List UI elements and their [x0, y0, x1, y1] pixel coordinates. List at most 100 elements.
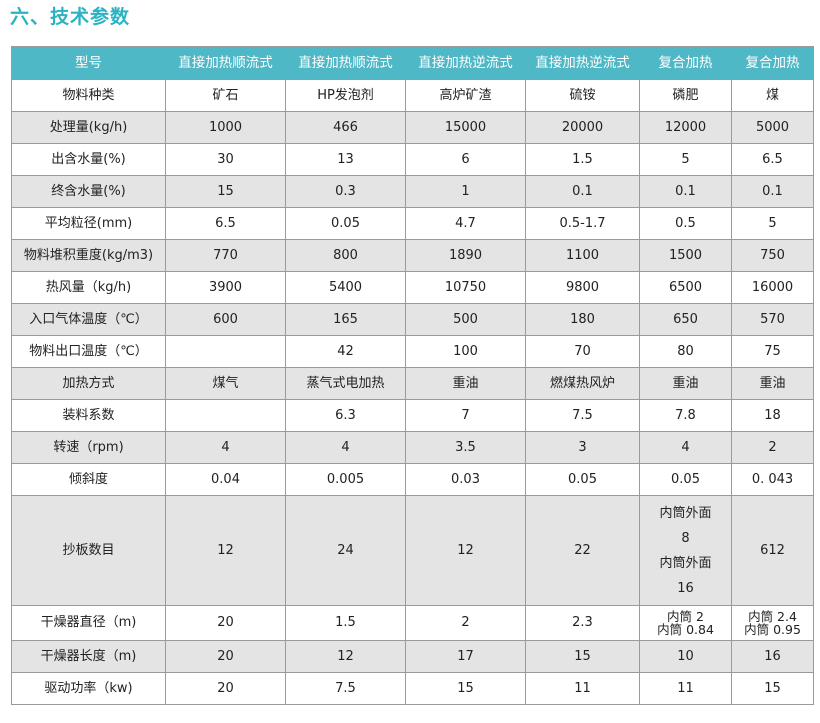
table-cell: 磷肥	[639, 79, 732, 112]
table-cell: 2.3	[525, 605, 640, 641]
table-cell: 1	[405, 175, 526, 208]
table-row: 抄板数目 12 24 12 22 内筒外面 8 内筒外面 16 612	[11, 495, 814, 606]
cell-line: 内筒外面	[659, 505, 712, 521]
table-cell: 0.05	[285, 207, 406, 240]
table-cell: 0.5-1.7	[525, 207, 640, 240]
table-cell: 20000	[525, 111, 640, 144]
table-cell: 1.5	[285, 605, 406, 641]
table-row: 转速（rpm) 4 4 3.5 3 4 2	[11, 431, 814, 464]
table-row: 平均粒径(mm) 6.5 0.05 4.7 0.5-1.7 0.5 5	[11, 207, 814, 240]
table-row: 物料堆积重度(kg/m3) 770 800 1890 1100 1500 750	[11, 239, 814, 272]
table-cell: 3.5	[405, 431, 526, 464]
row-label: 干燥器长度（m)	[11, 640, 166, 673]
row-label: 入口气体温度（℃）	[11, 303, 166, 336]
table-cell: 24	[285, 495, 406, 606]
table-cell: 165	[285, 303, 406, 336]
row-label: 抄板数目	[11, 495, 166, 606]
table-cell: 0.3	[285, 175, 406, 208]
table-cell: 75	[731, 335, 814, 368]
row-label: 处理量(kg/h)	[11, 111, 166, 144]
table-cell: 7	[405, 399, 526, 432]
table-cell: 1100	[525, 239, 640, 272]
column-header: 直接加热顺流式	[285, 46, 406, 80]
table-cell: 770	[165, 239, 286, 272]
table-row: 倾斜度 0.04 0.005 0.03 0.05 0.05 0. 043	[11, 463, 814, 496]
table-cell: 煤气	[165, 367, 286, 400]
table-row: 物料出口温度（℃） 42 100 70 80 75	[11, 335, 814, 368]
table-cell: 12	[285, 640, 406, 673]
table-cell: 80	[639, 335, 732, 368]
table-cell: 42	[285, 335, 406, 368]
row-label: 热风量（kg/h)	[11, 271, 166, 304]
table-cell: 20	[165, 605, 286, 641]
cell-line: 内筒 0.95	[744, 622, 801, 637]
table-cell: 3	[525, 431, 640, 464]
table-cell: 1890	[405, 239, 526, 272]
table-row: 驱动功率（kw) 20 7.5 15 11 11 15	[11, 672, 814, 705]
table-header-row: 型号 直接加热顺流式 直接加热顺流式 直接加热逆流式 直接加热逆流式 复合加热 复合加热	[11, 46, 814, 80]
cell-line: 内筒 2	[667, 609, 704, 624]
table-cell: 22	[525, 495, 640, 606]
table-cell: 4.7	[405, 207, 526, 240]
table-cell: 466	[285, 111, 406, 144]
table-cell: 2	[731, 431, 814, 464]
table-cell: 750	[731, 239, 814, 272]
table-cell: 800	[285, 239, 406, 272]
row-label: 干燥器直径（m)	[11, 605, 166, 641]
tech-params-table: 型号 直接加热顺流式 直接加热顺流式 直接加热逆流式 直接加热逆流式 复合加热 复合加热 物…	[11, 46, 814, 705]
table-cell: 0.04	[165, 463, 286, 496]
table-cell: 4	[165, 431, 286, 464]
table-cell: 高炉矿渣	[405, 79, 526, 112]
table-cell: 5400	[285, 271, 406, 304]
table-cell: 16	[731, 640, 814, 673]
table-row: 处理量(kg/h) 1000 466 15000 20000 12000 5000	[11, 111, 814, 144]
table-cell: HP发泡剂	[285, 79, 406, 112]
table-cell: 18	[731, 399, 814, 432]
table-cell: 70	[525, 335, 640, 368]
table-cell: 6	[405, 143, 526, 176]
table-cell: 650	[639, 303, 732, 336]
table-cell: 15	[165, 175, 286, 208]
cell-line: 内筒外面	[659, 555, 712, 571]
row-label: 物料出口温度（℃）	[11, 335, 166, 368]
table-cell: 7.8	[639, 399, 732, 432]
section-title: 六、技术参数	[10, 6, 131, 28]
table-cell: 17	[405, 640, 526, 673]
row-label: 驱动功率（kw)	[11, 672, 166, 705]
table-row: 入口气体温度（℃） 600 165 500 180 650 570	[11, 303, 814, 336]
table-cell	[165, 399, 286, 432]
cell-line: 内筒 0.84	[657, 622, 714, 637]
table-cell: 0.1	[525, 175, 640, 208]
table-cell: 11	[639, 672, 732, 705]
column-header: 直接加热逆流式	[525, 46, 640, 80]
table-cell: 重油	[731, 367, 814, 400]
table-cell: 13	[285, 143, 406, 176]
table-cell: 1500	[639, 239, 732, 272]
row-label: 物料堆积重度(kg/m3)	[11, 239, 166, 272]
cell-line: 16	[677, 580, 694, 596]
table-cell: 硫铵	[525, 79, 640, 112]
table-row: 干燥器直径（m) 20 1.5 2 2.3 内筒 2 内筒 0.84 内筒 2.4 内筒 0.9…	[11, 605, 814, 641]
column-header: 直接加热逆流式	[405, 46, 526, 80]
table-cell: 10750	[405, 271, 526, 304]
table-cell: 0.5	[639, 207, 732, 240]
table-cell: 4	[285, 431, 406, 464]
row-label: 平均粒径(mm)	[11, 207, 166, 240]
column-header: 复合加热	[731, 46, 814, 80]
table-cell: 0.05	[639, 463, 732, 496]
table-cell: 6.5	[165, 207, 286, 240]
table-cell: 20	[165, 640, 286, 673]
table-cell: 内筒 2.4 内筒 0.95	[731, 605, 814, 641]
table-cell: 6500	[639, 271, 732, 304]
table-cell: 7.5	[525, 399, 640, 432]
table-row: 物料种类 矿石 HP发泡剂 高炉矿渣 硫铵 磷肥煤	[11, 79, 814, 112]
cell-line: 8	[681, 530, 690, 546]
row-label: 终含水量(%)	[11, 175, 166, 208]
table-cell: 1000	[165, 111, 286, 144]
table-cell: 180	[525, 303, 640, 336]
table-cell: 0.05	[525, 463, 640, 496]
table-row: 加热方式 煤气 蒸气式电加热 重油 燃煤热风炉 重油 重油	[11, 367, 814, 400]
table-cell: 30	[165, 143, 286, 176]
table-cell: 15	[405, 672, 526, 705]
table-cell: 3900	[165, 271, 286, 304]
